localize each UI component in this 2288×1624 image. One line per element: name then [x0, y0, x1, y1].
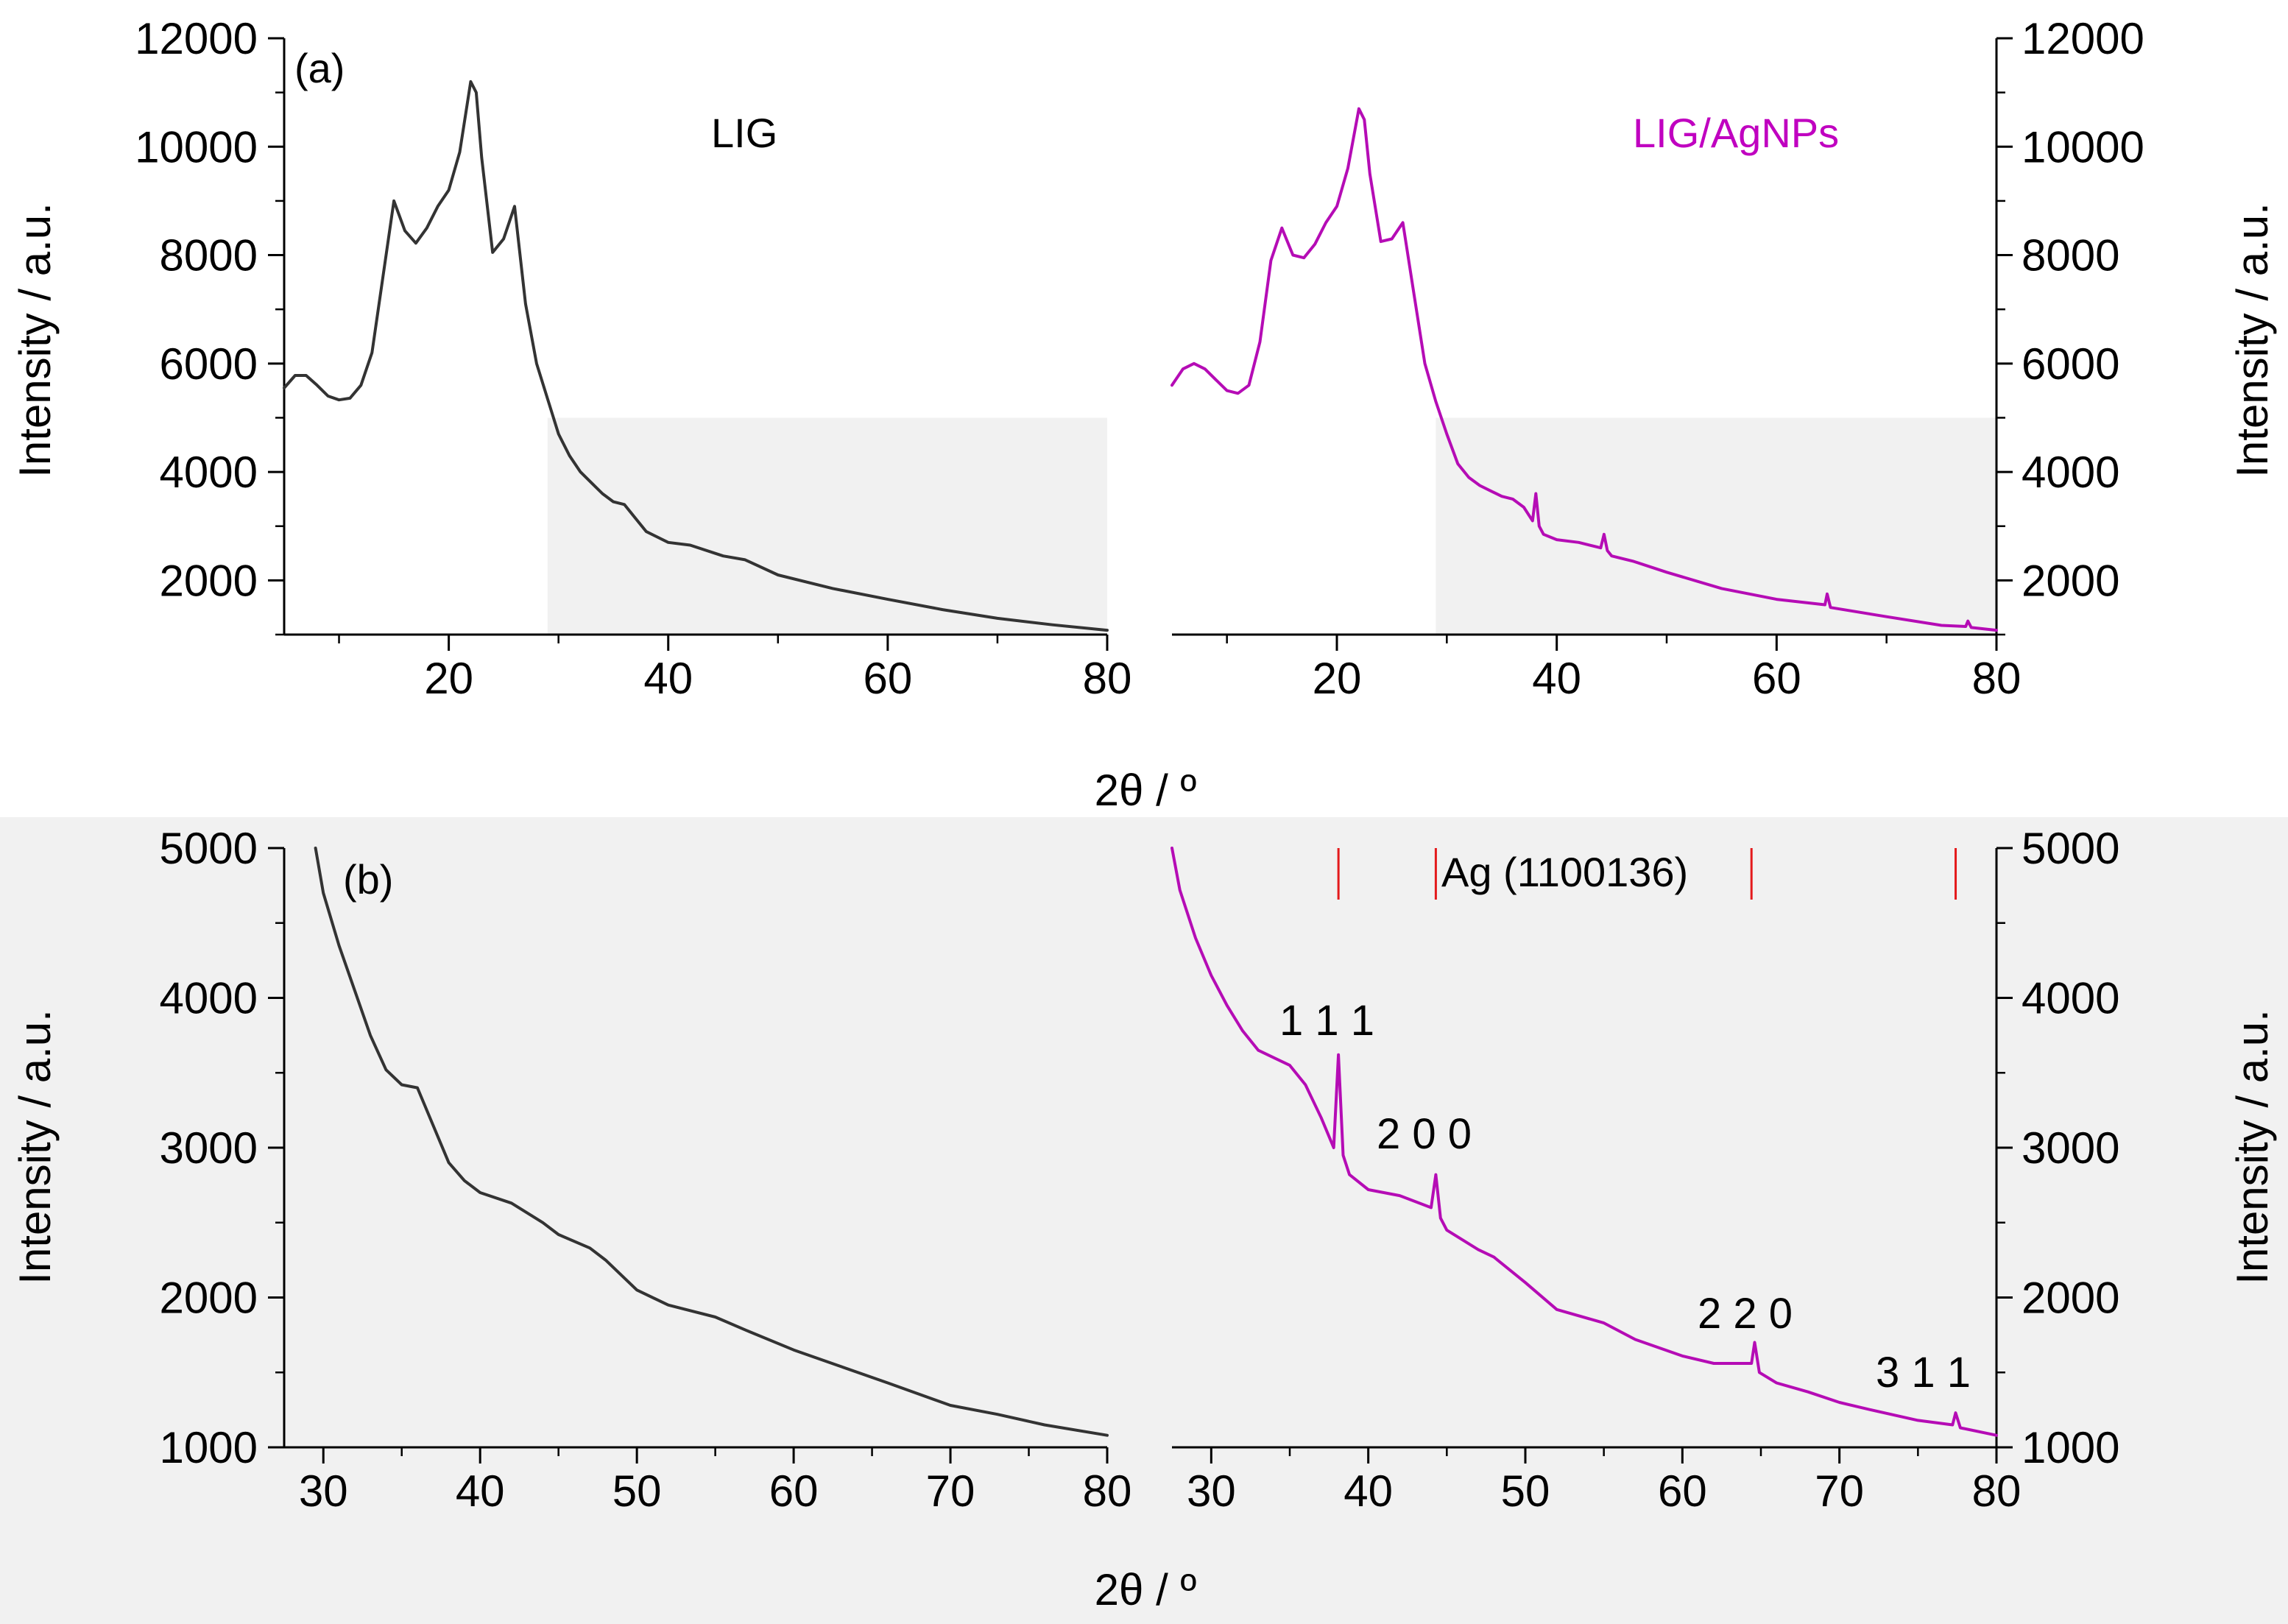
series-label-lig-agnps: LIG/AgNPs — [1633, 110, 1839, 156]
panel-a-series-lig-line — [283, 80, 1109, 632]
panel-b-right-x-tick-label: 80 — [1972, 1466, 2022, 1516]
series-label-lig: LIG — [711, 110, 777, 156]
panel-b-label: (b) — [343, 856, 393, 903]
panel-b-right-x-tick-label: 40 — [1344, 1466, 1393, 1516]
panel-a-right-y-tick-label: 2000 — [2022, 556, 2119, 605]
panel-a-left-shaded-region — [547, 417, 1107, 635]
panel-a-right-x-tick-label: 60 — [1752, 654, 1801, 703]
panel-a-left-x-tick-label: 60 — [863, 654, 912, 703]
panel-b-right-y-tick-label: 4000 — [2022, 974, 2119, 1023]
panel-a-right-x-tick-label: 80 — [1972, 654, 2022, 703]
panel-a-right-y-tick-label: 12000 — [2022, 14, 2144, 63]
series-layer — [283, 80, 1998, 1437]
panel-a-right-y-tick-label: 8000 — [2022, 231, 2119, 280]
panel-b-right-y-tick-label: 1000 — [2022, 1423, 2119, 1472]
panel-b-right-y-tick-label: 5000 — [2022, 824, 2119, 873]
panel-b-right-x-tick-label: 60 — [1658, 1466, 1707, 1516]
peak-label-220: 2 2 0 — [1698, 1290, 1793, 1338]
panel-a-right-x-tick-label: 20 — [1313, 654, 1362, 703]
panel-b-left-x-tick-label: 80 — [1083, 1466, 1132, 1516]
reference-lines-layer — [1337, 848, 1957, 900]
peak-label-111: 1 1 1 — [1279, 997, 1374, 1045]
panel-a-right-y-tick-label: 4000 — [2022, 448, 2119, 497]
panel-b-left-x-tick-label: 70 — [926, 1466, 975, 1516]
panel-b-right-y-tick-label: 2000 — [2022, 1274, 2119, 1323]
panel-b-left-y-tick-label: 3000 — [160, 1123, 258, 1173]
panel-a-left-y-axis-title: Intensity / a.u. — [10, 202, 60, 478]
panel-a-label: (a) — [294, 45, 345, 91]
panel-b-left-x-tick-label: 30 — [299, 1466, 348, 1516]
panel-b-background — [0, 817, 2288, 1624]
panel-a-right-y-tick-label: 10000 — [2022, 122, 2144, 172]
panel-b-left-y-tick-label: 4000 — [160, 974, 258, 1023]
panel-b-left-x-tick-label: 40 — [456, 1466, 505, 1516]
panel-b-left-x-tick-label: 50 — [612, 1466, 662, 1516]
panel-b-left-y-tick-label: 2000 — [160, 1274, 258, 1323]
panel-b-series-lig-agnps-line — [1171, 847, 1998, 1437]
panel-a-x-axis-title: 2θ / º — [1095, 766, 1197, 815]
panel-a-right-shaded-region — [1436, 417, 1996, 635]
panel-a-left-y-tick-label: 8000 — [160, 231, 258, 280]
panel-b-x-axis-title: 2θ / º — [1095, 1565, 1197, 1614]
panel-b-right-x-tick-label: 50 — [1501, 1466, 1550, 1516]
peak-label-200: 2 0 0 — [1377, 1110, 1472, 1158]
panel-a-left-x-tick-label: 80 — [1083, 654, 1132, 703]
panel-a-left-y-tick-label: 10000 — [135, 122, 258, 172]
panel-b-right-y-axis-title: Intensity / a.u. — [2228, 1009, 2277, 1285]
panel-a-left-y-tick-label: 4000 — [160, 448, 258, 497]
peak-label-311: 3 1 1 — [1876, 1349, 1971, 1397]
reference-label-ag: Ag (1100136) — [1441, 849, 1688, 895]
panel-b-right-x-tick-label: 30 — [1187, 1466, 1236, 1516]
panel-a-left-x-tick-label: 40 — [643, 654, 693, 703]
panel-b-right-y-tick-label: 3000 — [2022, 1123, 2119, 1173]
panel-b-right-x-tick-label: 70 — [1815, 1466, 1864, 1516]
panel-a-left-y-tick-label: 12000 — [135, 14, 258, 63]
panel-b-series-lig-line — [314, 847, 1109, 1437]
panel-a-right-y-axis-title: Intensity / a.u. — [2228, 202, 2277, 478]
panel-b-left-y-axis-title: Intensity / a.u. — [10, 1009, 60, 1285]
panel-a-right-y-tick-label: 6000 — [2022, 339, 2119, 389]
panel-b-left-x-tick-label: 60 — [769, 1466, 819, 1516]
panel-b-left-y-tick-label: 5000 — [160, 824, 258, 873]
panel-a-left-x-tick-label: 20 — [424, 654, 473, 703]
panel-b-left-y-tick-label: 1000 — [160, 1423, 258, 1472]
panel-a-left-y-tick-label: 6000 — [160, 339, 258, 389]
panel-a-left-y-tick-label: 2000 — [160, 556, 258, 605]
panel-a-right-x-tick-label: 40 — [1532, 654, 1581, 703]
panel-a-series-lig-agnps-line — [1171, 107, 1998, 632]
